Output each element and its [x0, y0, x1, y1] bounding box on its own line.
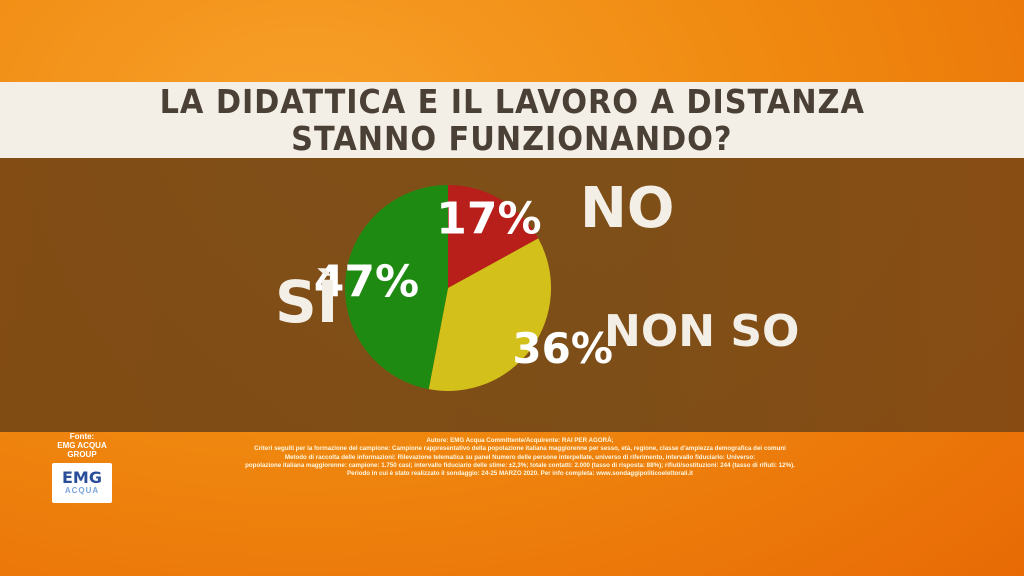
pie-slice-si: [345, 185, 448, 390]
category-label-no: NO: [580, 176, 675, 241]
source-company: EMG ACQUA GROUP: [57, 441, 107, 459]
category-label-non-so: NON SO: [604, 306, 800, 357]
pie-slice-no: [448, 185, 539, 288]
logo-text-bottom: ACQUA: [64, 486, 100, 495]
chart-band: 17% 36% 47% NO NON SO SÌ: [0, 158, 1024, 432]
title-band: LA DIDATTICA E IL LAVORO A DISTANZA STAN…: [0, 82, 1024, 158]
data-label-si: 47%: [314, 256, 419, 307]
data-label-no: 17%: [436, 193, 541, 244]
source-heading: Fonte:: [69, 432, 95, 441]
note-line: popolazione italiana maggiorenne: campio…: [245, 461, 795, 469]
logo-text-top: EMG: [62, 468, 102, 487]
category-label-si: SÌ: [275, 268, 339, 336]
note-line: Autore: EMG Acqua Committente/Acquirente…: [426, 437, 614, 444]
pie-slice-non-so: [428, 238, 551, 391]
pie-chart: 17% 36% 47%: [314, 185, 613, 391]
source-block: Fonte: EMG ACQUA GROUP EMG ACQUA: [52, 432, 112, 503]
note-line: Periodo in cui è stato realizzato il son…: [347, 470, 693, 478]
chart-title-line-2: STANNO FUNZIONANDO?: [291, 119, 733, 158]
chart-title-line-1: LA DIDATTICA E IL LAVORO A DISTANZA: [159, 82, 865, 121]
note-line: Metodo di raccolta delle informazioni: R…: [284, 453, 756, 461]
note-line: Criteri seguiti per la formazione del ca…: [254, 445, 786, 453]
data-label-non-so: 36%: [512, 324, 613, 373]
methodology-notes: Autore: EMG Acqua Committente/Acquirente…: [200, 437, 840, 478]
emg-logo: EMG ACQUA: [52, 463, 112, 503]
